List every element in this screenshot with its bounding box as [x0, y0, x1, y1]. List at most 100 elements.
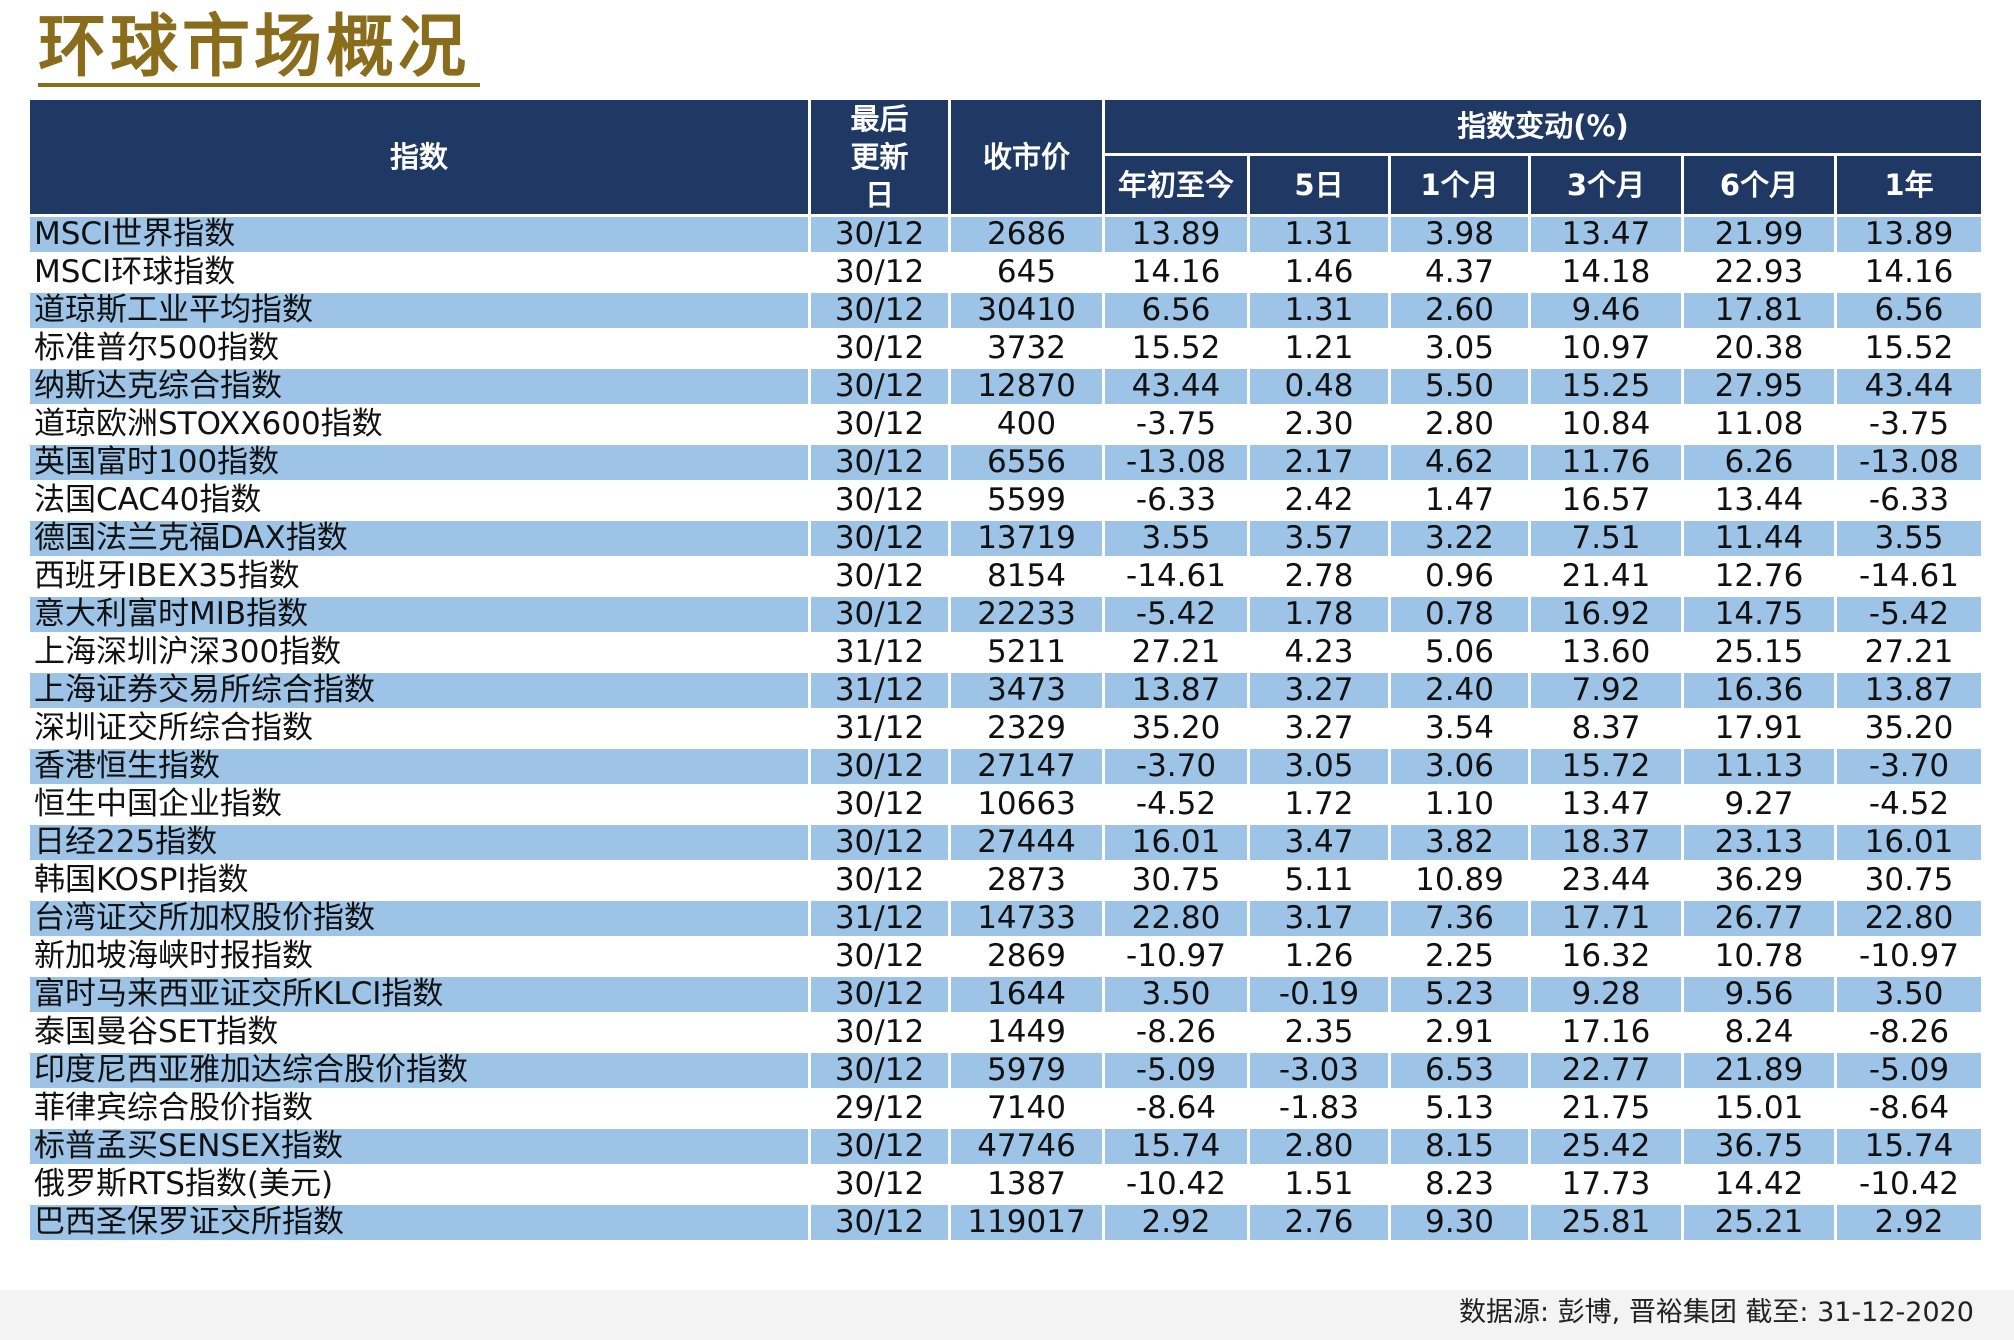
close-price-cell: 8154 — [948, 556, 1105, 597]
table-body: MSCI世界指数 30/12 2686 13.89 1.31 3.98 13.47 21.99… — [27, 214, 1985, 1243]
last-update-cell: 30/12 — [808, 290, 951, 331]
header-close-price: 收市价 — [948, 97, 1105, 217]
table-row: 道琼欧洲STOXX600指数 30/12 400 -3.75 2.30 2.80 10.84… — [27, 404, 1985, 445]
change-5d-cell: 1.51 — [1247, 1164, 1391, 1205]
change-1y-cell: 30.75 — [1833, 860, 1985, 901]
last-update-cell: 31/12 — [808, 670, 951, 711]
index-name-cell: MSCI环球指数 — [27, 252, 811, 293]
last-update-cell: 30/12 — [808, 480, 951, 521]
close-price-cell: 6556 — [948, 442, 1105, 483]
header-period-5d: 5日 — [1247, 152, 1391, 218]
last-update-cell: 31/12 — [808, 632, 951, 673]
change-1y-cell: 27.21 — [1833, 632, 1985, 673]
close-price-cell: 5979 — [948, 1050, 1105, 1091]
change-1m-cell: 3.98 — [1388, 214, 1531, 255]
header-index: 指数 — [27, 97, 811, 217]
table-row: 深圳证交所综合指数 31/12 2329 35.20 3.27 3.54 8.37 17.91… — [27, 708, 1985, 749]
table-row: 德国法兰克福DAX指数 30/12 13719 3.55 3.57 3.22 7.51 11.… — [27, 518, 1985, 559]
change-5d-cell: 3.27 — [1247, 670, 1391, 711]
last-update-cell: 30/12 — [808, 518, 951, 559]
index-name-cell: MSCI世界指数 — [27, 214, 811, 255]
header-period-6m: 6个月 — [1681, 152, 1837, 218]
last-update-cell: 30/12 — [808, 1126, 951, 1167]
change-6m-cell: 27.95 — [1681, 366, 1837, 407]
change-1y-cell: -3.75 — [1833, 404, 1985, 445]
change-3m-cell: 9.28 — [1528, 974, 1684, 1015]
index-name-cell: 上海深圳沪深300指数 — [27, 632, 811, 673]
change-3m-cell: 10.97 — [1528, 328, 1684, 369]
index-name-cell: 上海证券交易所综合指数 — [27, 670, 811, 711]
change-ytd-cell: -6.33 — [1102, 480, 1250, 521]
change-1m-cell: 4.37 — [1388, 252, 1531, 293]
table-row: 韩国KOSPI指数 30/12 2873 30.75 5.11 10.89 23.44 36.… — [27, 860, 1985, 901]
change-1y-cell: 15.52 — [1833, 328, 1985, 369]
change-1y-cell: -5.09 — [1833, 1050, 1985, 1091]
close-price-cell: 12870 — [948, 366, 1105, 407]
change-1y-cell: 13.89 — [1833, 214, 1985, 255]
last-update-cell: 30/12 — [808, 442, 951, 483]
change-3m-cell: 11.76 — [1528, 442, 1684, 483]
change-5d-cell: 2.17 — [1247, 442, 1391, 483]
change-6m-cell: 36.29 — [1681, 860, 1837, 901]
table-row: 法国CAC40指数 30/12 5599 -6.33 2.42 1.47 16.57 13.4… — [27, 480, 1985, 521]
index-name-cell: 深圳证交所综合指数 — [27, 708, 811, 749]
last-update-cell: 30/12 — [808, 1202, 951, 1243]
table-row: 香港恒生指数 30/12 27147 -3.70 3.05 3.06 15.72 11.13-… — [27, 746, 1985, 787]
change-1y-cell: -14.61 — [1833, 556, 1985, 597]
index-name-cell: 印度尼西亚雅加达综合股价指数 — [27, 1050, 811, 1091]
change-5d-cell: -0.19 — [1247, 974, 1391, 1015]
last-update-cell: 30/12 — [808, 1050, 951, 1091]
change-1y-cell: 14.16 — [1833, 252, 1985, 293]
change-6m-cell: 14.75 — [1681, 594, 1837, 635]
change-3m-cell: 8.37 — [1528, 708, 1684, 749]
index-name-cell: 巴西圣保罗证交所指数 — [27, 1202, 811, 1243]
index-name-cell: 德国法兰克福DAX指数 — [27, 518, 811, 559]
last-update-cell: 30/12 — [808, 594, 951, 635]
last-update-cell: 30/12 — [808, 860, 951, 901]
change-1m-cell: 9.30 — [1388, 1202, 1531, 1243]
table-row: 纳斯达克综合指数 30/12 12870 43.44 0.48 5.50 15.25 27.9… — [27, 366, 1985, 407]
change-ytd-cell: -4.52 — [1102, 784, 1250, 825]
change-ytd-cell: -13.08 — [1102, 442, 1250, 483]
change-ytd-cell: 27.21 — [1102, 632, 1250, 673]
table-row: 印度尼西亚雅加达综合股价指数 30/12 5979 -5.09 -3.03 6.53 22.… — [27, 1050, 1985, 1091]
change-6m-cell: 11.13 — [1681, 746, 1837, 787]
change-6m-cell: 16.36 — [1681, 670, 1837, 711]
table-row: 英国富时100指数 30/12 6556 -13.08 2.17 4.62 11.76 6.2… — [27, 442, 1985, 483]
change-ytd-cell: -10.42 — [1102, 1164, 1250, 1205]
change-3m-cell: 13.47 — [1528, 784, 1684, 825]
change-6m-cell: 22.93 — [1681, 252, 1837, 293]
close-price-cell: 3732 — [948, 328, 1105, 369]
change-1m-cell: 4.62 — [1388, 442, 1531, 483]
index-name-cell: 新加坡海峡时报指数 — [27, 936, 811, 977]
change-5d-cell: 4.23 — [1247, 632, 1391, 673]
close-price-cell: 5211 — [948, 632, 1105, 673]
change-1m-cell: 3.54 — [1388, 708, 1531, 749]
index-name-cell: 台湾证交所加权股价指数 — [27, 898, 811, 939]
table-row: 菲律宾综合股价指数 29/12 7140 -8.64 -1.83 5.13 21.75 15.… — [27, 1088, 1985, 1129]
change-6m-cell: 13.44 — [1681, 480, 1837, 521]
index-name-cell: 意大利富时MIB指数 — [27, 594, 811, 635]
index-name-cell: 英国富时100指数 — [27, 442, 811, 483]
change-1m-cell: 1.10 — [1388, 784, 1531, 825]
change-3m-cell: 22.77 — [1528, 1050, 1684, 1091]
table-row: 巴西圣保罗证交所指数 30/12 119017 2.92 2.76 9.30 25.81 25… — [27, 1202, 1985, 1243]
index-name-cell: 韩国KOSPI指数 — [27, 860, 811, 901]
change-6m-cell: 9.27 — [1681, 784, 1837, 825]
change-5d-cell: 3.05 — [1247, 746, 1391, 787]
change-3m-cell: 17.73 — [1528, 1164, 1684, 1205]
change-1y-cell: -10.42 — [1833, 1164, 1985, 1205]
table-row: 台湾证交所加权股价指数 31/12 14733 22.80 3.17 7.36 17.71 2… — [27, 898, 1985, 939]
change-6m-cell: 11.08 — [1681, 404, 1837, 445]
data-source-note: 数据源: 彭博, 晋裕集团 截至: 31-12-2020 — [1458, 1297, 1974, 1328]
change-5d-cell: 1.31 — [1247, 214, 1391, 255]
change-ytd-cell: 13.89 — [1102, 214, 1250, 255]
change-1m-cell: 3.22 — [1388, 518, 1531, 559]
change-1m-cell: 2.91 — [1388, 1012, 1531, 1053]
change-3m-cell: 21.41 — [1528, 556, 1684, 597]
table-row: 恒生中国企业指数 30/12 10663 -4.52 1.72 1.10 13.47 9.27… — [27, 784, 1985, 825]
index-name-cell: 纳斯达克综合指数 — [27, 366, 811, 407]
change-1m-cell: 2.80 — [1388, 404, 1531, 445]
change-6m-cell: 14.42 — [1681, 1164, 1837, 1205]
table-row: MSCI世界指数 30/12 2686 13.89 1.31 3.98 13.47 21.99… — [27, 214, 1985, 255]
